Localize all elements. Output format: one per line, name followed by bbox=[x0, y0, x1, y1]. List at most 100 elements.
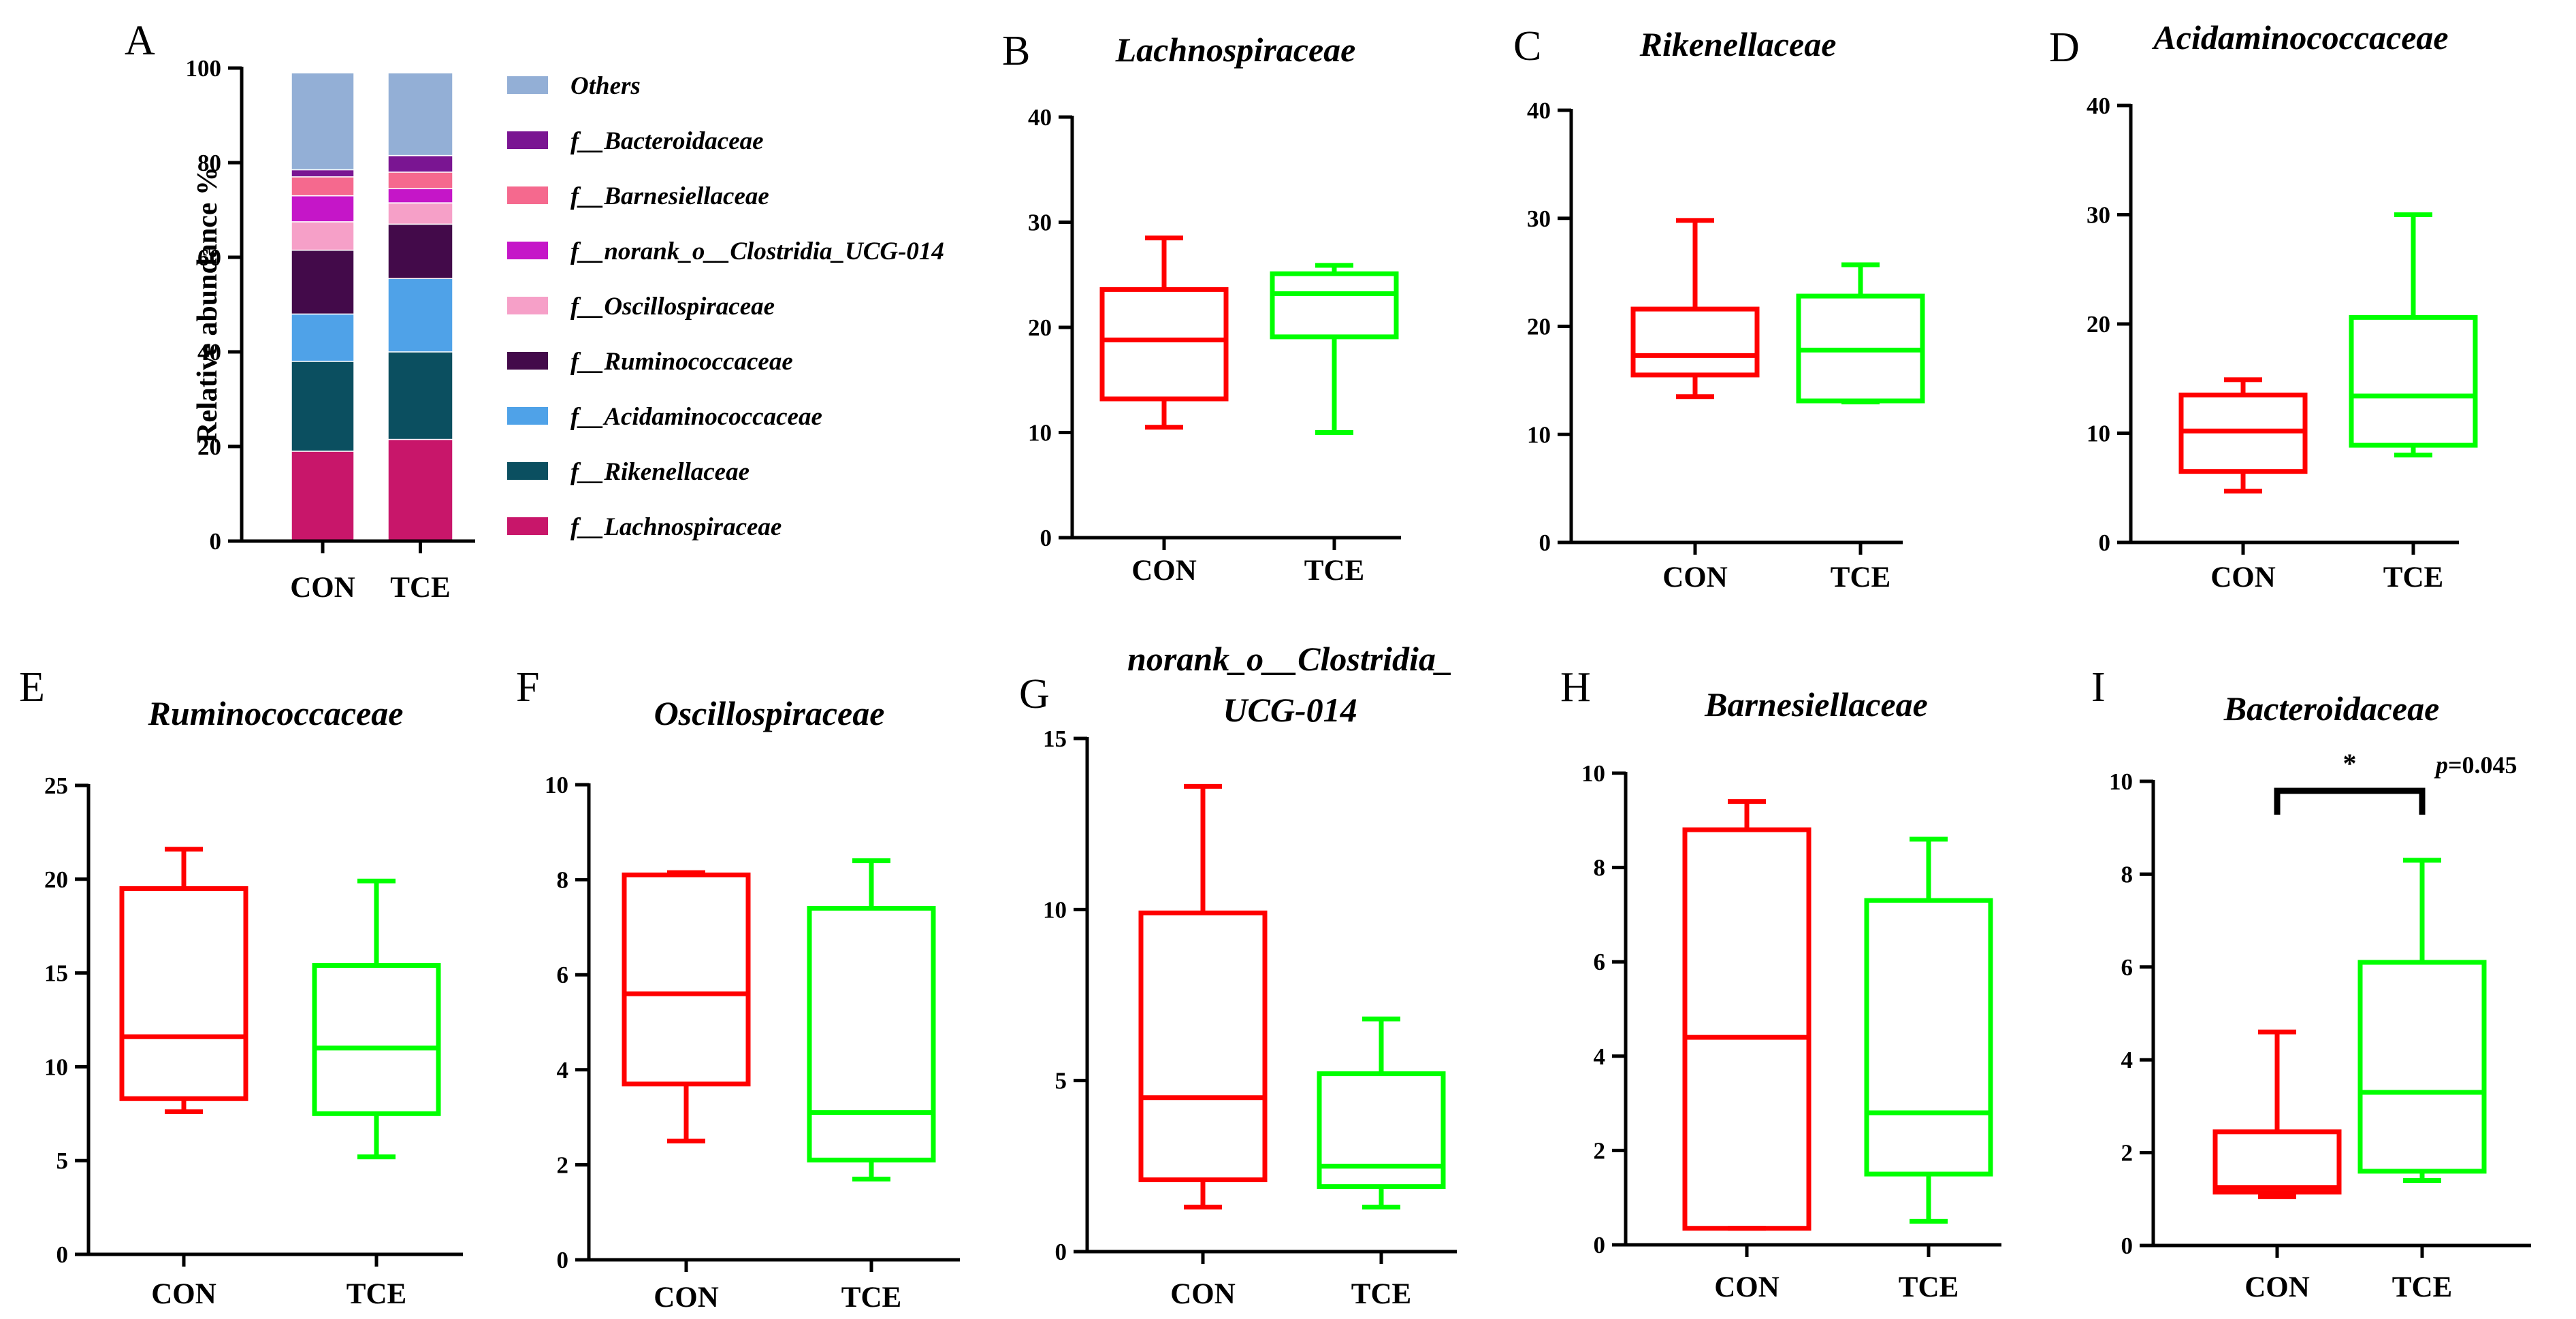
x-tick-label: CON bbox=[290, 572, 355, 604]
legend-label: f__Oscillospiraceae bbox=[570, 293, 775, 321]
x-tick-label: CON bbox=[1131, 555, 1197, 587]
box-iqr bbox=[119, 886, 248, 1101]
y-tick-label: 80 bbox=[197, 150, 221, 176]
y-tick-label: 20 bbox=[197, 434, 221, 460]
bar-segment bbox=[291, 451, 355, 542]
x-tick-label: TCE bbox=[1304, 555, 1364, 587]
y-tick-label: 0 bbox=[1539, 530, 1551, 556]
y-tick-label: 30 bbox=[2087, 202, 2110, 229]
y-tick-label: 10 bbox=[1043, 896, 1067, 923]
bar-segment bbox=[291, 72, 355, 171]
panel-label: G bbox=[1019, 671, 1050, 717]
x-tick-label: CON bbox=[1714, 1271, 1780, 1303]
y-tick-label: 4 bbox=[1594, 1043, 1606, 1070]
y-tick-label: 8 bbox=[1594, 855, 1606, 881]
bar-segment bbox=[291, 176, 355, 197]
p-value: =0.045 bbox=[2448, 751, 2517, 779]
y-tick-label: 0 bbox=[1055, 1239, 1067, 1265]
box-iqr bbox=[1099, 287, 1229, 402]
y-tick-label: 6 bbox=[2121, 954, 2134, 981]
y-tick-label: 40 bbox=[1028, 104, 1052, 131]
y-tick-label: 15 bbox=[1043, 726, 1067, 752]
x-tick-label: TCE bbox=[2383, 561, 2443, 593]
box-iqr bbox=[1138, 910, 1268, 1182]
y-tick-label: 0 bbox=[2121, 1233, 2134, 1259]
y-tick-label: 10 bbox=[1527, 421, 1551, 448]
panel-label: I bbox=[2091, 664, 2106, 711]
bar-segment bbox=[387, 188, 453, 203]
panel-label: F bbox=[516, 664, 539, 711]
y-tick-label: 20 bbox=[1028, 314, 1052, 341]
legend-label: Others bbox=[570, 72, 641, 100]
legend-swatch bbox=[507, 242, 548, 259]
y-tick-label: 60 bbox=[197, 244, 221, 271]
bar-segment bbox=[291, 313, 355, 362]
y-tick-label: 5 bbox=[57, 1147, 69, 1174]
bar-segment bbox=[387, 202, 453, 225]
significance-marker: * bbox=[2343, 748, 2357, 779]
legend-label: f__Barnesiellaceae bbox=[570, 182, 769, 210]
x-tick-label: TCE bbox=[1831, 561, 1890, 593]
y-tick-label: 20 bbox=[44, 866, 68, 893]
panel-title: Rikenellaceae bbox=[1639, 25, 1837, 63]
legend-label: f__Ruminococcaceae bbox=[570, 348, 793, 376]
panel-c: C Rikenellaceae 0 10 20 30 40 CON TCE bbox=[1513, 23, 1925, 593]
panel-f: F Oscillospiraceae 0 2 4 6 8 10 CON TCE bbox=[516, 664, 960, 1314]
x-tick-label: CON bbox=[1170, 1278, 1236, 1310]
legend-label: f__Acidaminococcaceae bbox=[570, 403, 822, 431]
bar-segment bbox=[291, 249, 355, 315]
y-tick-label: 2 bbox=[1594, 1137, 1606, 1164]
legend-swatch bbox=[507, 517, 548, 535]
y-tick-label: 8 bbox=[2121, 861, 2134, 888]
y-tick-label: 100 bbox=[186, 55, 222, 82]
y-tick-label: 40 bbox=[197, 339, 221, 365]
y-tick-label: 40 bbox=[1527, 97, 1551, 124]
legend-label: f__norank_o__Clostridia_UCG-014 bbox=[570, 238, 944, 265]
x-tick-label: TCE bbox=[1351, 1278, 1411, 1310]
y-tick-label: 5 bbox=[1055, 1068, 1067, 1094]
bar-segment bbox=[291, 361, 355, 452]
y-tick-label: 0 bbox=[57, 1241, 69, 1268]
legend-swatch bbox=[507, 186, 548, 204]
panel-title: Bacteroidaceae bbox=[2223, 689, 2440, 728]
panel-title: Barnesiellaceae bbox=[1704, 685, 1928, 723]
y-tick-label: 0 bbox=[1594, 1232, 1606, 1258]
y-tick-label: 10 bbox=[2087, 421, 2110, 447]
panel-label: A bbox=[125, 18, 155, 64]
x-tick-label: TCE bbox=[2392, 1271, 2452, 1303]
bar-segment bbox=[291, 169, 355, 178]
p-symbol: p bbox=[2434, 751, 2448, 779]
panel-label: C bbox=[1513, 23, 1541, 69]
legend-label: f__Bacteroidaceae bbox=[570, 127, 764, 155]
box-iqr bbox=[2349, 314, 2478, 448]
panel-label: D bbox=[2049, 25, 2080, 71]
y-tick-label: 10 bbox=[44, 1054, 68, 1080]
y-tick-label: 10 bbox=[545, 772, 568, 798]
y-tick-label: 15 bbox=[44, 960, 68, 987]
y-axis-label: Relative abundance % bbox=[192, 167, 223, 443]
y-tick-label: 30 bbox=[1527, 206, 1551, 232]
y-tick-label: 4 bbox=[2121, 1047, 2134, 1073]
panel-title: UCG-014 bbox=[1223, 691, 1357, 729]
y-tick-label: 0 bbox=[557, 1247, 569, 1273]
panel-e: E Ruminococcaceae 0 5 10 15 20 25 CON TCE bbox=[19, 664, 463, 1310]
box-iqr bbox=[2357, 960, 2487, 1174]
legend-swatch bbox=[507, 352, 548, 370]
x-tick-label: TCE bbox=[841, 1282, 901, 1314]
bar-segment bbox=[387, 278, 453, 353]
y-tick-label: 6 bbox=[1594, 949, 1606, 975]
y-tick-label: 40 bbox=[2087, 93, 2110, 119]
panel-title: Lachnospiraceae bbox=[1115, 31, 1356, 69]
y-tick-label: 0 bbox=[1040, 525, 1052, 551]
legend-swatch bbox=[507, 131, 548, 149]
legend-swatch bbox=[507, 407, 548, 425]
significance-bracket bbox=[2274, 787, 2426, 815]
panel-b: B Lachnospiraceae 0 10 20 30 40 CON TCE bbox=[1002, 28, 1401, 587]
y-tick-label: 6 bbox=[557, 962, 569, 988]
legend-label: f__Lachnospiraceae bbox=[570, 513, 782, 541]
y-tick-label: 10 bbox=[1028, 420, 1052, 446]
bar-segment bbox=[291, 221, 355, 251]
bar-segment bbox=[387, 154, 453, 173]
